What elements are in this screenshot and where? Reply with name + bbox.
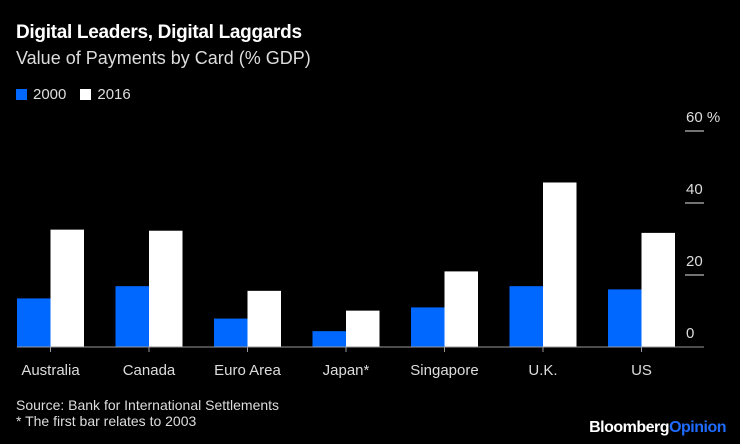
x-tick-label: Canada <box>123 362 176 379</box>
x-tick-label: Australia <box>21 362 80 379</box>
bar-2000-6 <box>608 289 642 347</box>
bar-2016-2 <box>247 290 281 347</box>
x-tick-label: US <box>631 362 652 379</box>
x-tick-label: Euro Area <box>214 362 281 379</box>
x-tick-label: Singapore <box>410 362 478 379</box>
bar-2016-4 <box>444 271 478 347</box>
bar-2016-1 <box>149 230 183 347</box>
bar-2016-6 <box>641 232 675 347</box>
y-tick-label: 20 <box>686 253 703 270</box>
logo-part1: Bloomberg <box>589 419 670 436</box>
y-tick-label: 0 <box>686 325 694 342</box>
bar-2000-0 <box>17 298 51 347</box>
footnote: * The first bar relates to 2003 <box>16 413 197 429</box>
bar-2016-3 <box>346 310 380 347</box>
bar-2000-4 <box>411 307 445 347</box>
legend-swatch <box>16 89 27 100</box>
bar-2000-2 <box>214 318 248 347</box>
legend-swatch <box>80 89 92 100</box>
bar-2000-3 <box>312 331 346 347</box>
chart-title: Digital Leaders, Digital Laggards <box>16 22 302 43</box>
y-tick-label: 60 % <box>686 109 720 126</box>
bar-2000-5 <box>509 286 543 347</box>
legend: 2000 2016 <box>16 86 131 103</box>
source-note: Source: Bank for International Settlemen… <box>16 397 280 413</box>
x-tick-label: Japan* <box>323 362 370 379</box>
bloomberg-opinion-logo: BloombergOpinion <box>589 419 726 437</box>
logo-part2: Opinion <box>669 419 726 436</box>
bar-2000-1 <box>115 286 149 347</box>
chart-subtitle: Value of Payments by Card (% GDP) <box>16 48 311 68</box>
bar-2016-0 <box>50 229 84 347</box>
legend-label: 2000 <box>33 86 67 103</box>
y-tick-label: 40 <box>686 181 703 198</box>
x-tick-label: U.K. <box>528 362 557 379</box>
bar-2016-5 <box>543 182 577 347</box>
legend-label: 2016 <box>97 86 131 103</box>
legend-item-2016: 2016 <box>80 86 131 103</box>
legend-item-2000: 2000 <box>16 86 66 103</box>
